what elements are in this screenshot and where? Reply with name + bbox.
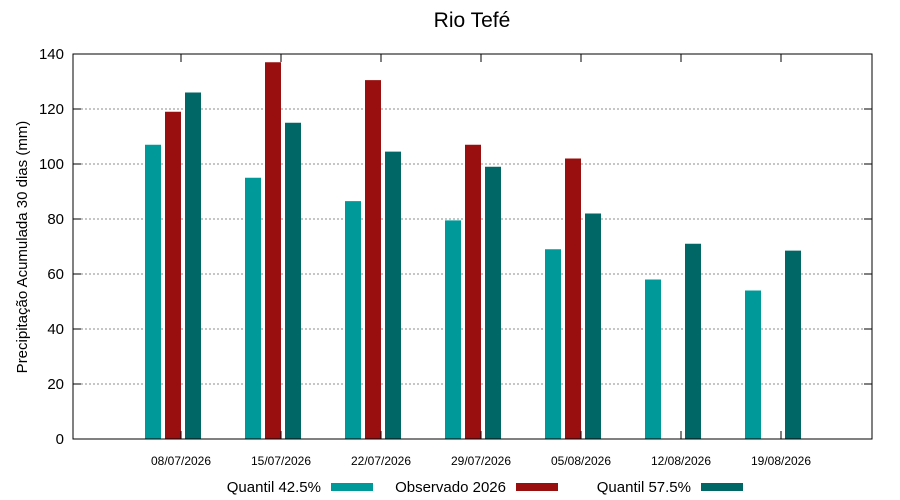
x-tick-label: 08/07/2026 bbox=[151, 454, 211, 468]
x-tick-label: 05/08/2026 bbox=[551, 454, 611, 468]
bar bbox=[385, 151, 401, 439]
bar bbox=[365, 80, 381, 439]
bar bbox=[285, 122, 301, 439]
bar bbox=[785, 250, 801, 439]
legend-label: Quantil 42.5% bbox=[227, 479, 321, 496]
bar bbox=[685, 243, 701, 439]
bar bbox=[185, 92, 201, 439]
y-tick-label: 20 bbox=[47, 376, 64, 393]
x-tick-label: 22/07/2026 bbox=[351, 454, 411, 468]
chart-title: Rio Tefé bbox=[434, 9, 511, 32]
legend-swatch bbox=[701, 483, 743, 491]
legend-swatch bbox=[331, 483, 373, 491]
bar bbox=[545, 249, 561, 439]
legend: Quantil 42.5% Observado 2026 Quantil 57.5% bbox=[227, 479, 743, 496]
plot-frame bbox=[72, 53, 873, 440]
bar bbox=[245, 177, 261, 439]
x-axis: 08/07/2026 15/07/2026 22/07/2026 29/07/2026… bbox=[151, 54, 811, 468]
y-tick-label: 80 bbox=[47, 211, 64, 228]
bar bbox=[345, 201, 361, 439]
bars bbox=[145, 62, 801, 439]
bar bbox=[265, 62, 281, 439]
y-tick-label: 120 bbox=[39, 101, 64, 118]
y-tick-label: 60 bbox=[47, 266, 64, 283]
bar bbox=[165, 111, 181, 439]
x-tick-label: 29/07/2026 bbox=[451, 454, 511, 468]
bar bbox=[145, 144, 161, 439]
grid-lines bbox=[73, 108, 872, 385]
bar bbox=[585, 213, 601, 439]
bar bbox=[745, 290, 761, 439]
x-tick-label: 12/08/2026 bbox=[651, 454, 711, 468]
y-axis: 0 20 40 60 80 100 120 140 bbox=[39, 46, 872, 448]
y-tick-label: 140 bbox=[39, 46, 64, 63]
bar bbox=[565, 158, 581, 439]
bar bbox=[445, 220, 461, 439]
y-axis-label: Precipitação Acumulada 30 dias (mm) bbox=[14, 121, 31, 374]
x-tick-label: 15/07/2026 bbox=[251, 454, 311, 468]
y-tick-label: 0 bbox=[56, 431, 64, 448]
y-tick-label: 40 bbox=[47, 321, 64, 338]
legend-swatch bbox=[516, 483, 558, 491]
x-tick-label: 19/08/2026 bbox=[751, 454, 811, 468]
legend-label: Quantil 57.5% bbox=[597, 479, 691, 496]
bar bbox=[645, 279, 661, 439]
bar bbox=[485, 166, 501, 439]
bar bbox=[465, 144, 481, 439]
legend-label: Observado 2026 bbox=[395, 479, 506, 496]
y-tick-label: 100 bbox=[39, 156, 64, 173]
